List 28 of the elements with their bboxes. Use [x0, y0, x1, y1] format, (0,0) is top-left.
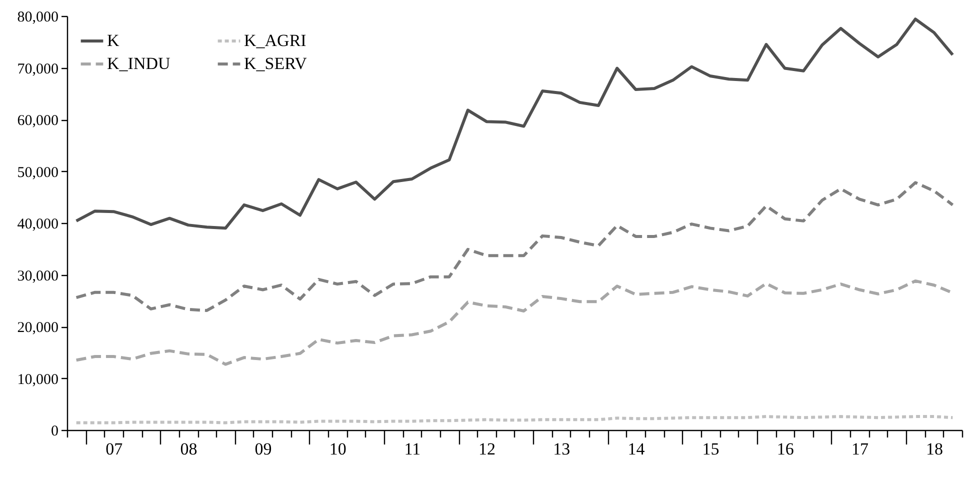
line-series: [74, 18, 954, 230]
legend-label: K: [107, 31, 120, 50]
y-tick-label: 40,000: [17, 216, 58, 232]
x-tick-label: 09: [254, 440, 272, 458]
legend-label: K_INDU: [107, 54, 170, 73]
x-tick-label: 12: [478, 440, 496, 458]
legend-label: K_SERV: [244, 54, 308, 73]
x-tick-label: 16: [776, 440, 794, 458]
y-tick-label: 60,000: [17, 113, 58, 129]
y-tick-label: 10,000: [17, 372, 58, 388]
y-tick-label: 30,000: [17, 268, 58, 284]
x-tick-label: 07: [106, 440, 124, 458]
x-tick-label: 15: [702, 440, 720, 458]
x-tick-label: 18: [926, 440, 944, 458]
line-series: [74, 415, 954, 424]
y-tick-label: 50,000: [17, 164, 58, 181]
x-tick-label: 13: [553, 440, 570, 458]
legend-label: K_AGRI: [244, 31, 307, 50]
x-tick-label: 08: [180, 440, 198, 458]
x-tick-label: 17: [851, 440, 869, 458]
x-tick-label: 14: [628, 440, 646, 458]
y-tick-label: 80,000: [17, 10, 58, 26]
x-tick-label: 11: [404, 440, 421, 458]
y-tick-label: 20,000: [17, 320, 58, 336]
x-tick-label: 10: [329, 440, 346, 458]
y-tick-label: 70,000: [17, 61, 58, 78]
y-tick-label: 0: [51, 424, 58, 440]
line-series: [74, 181, 954, 312]
